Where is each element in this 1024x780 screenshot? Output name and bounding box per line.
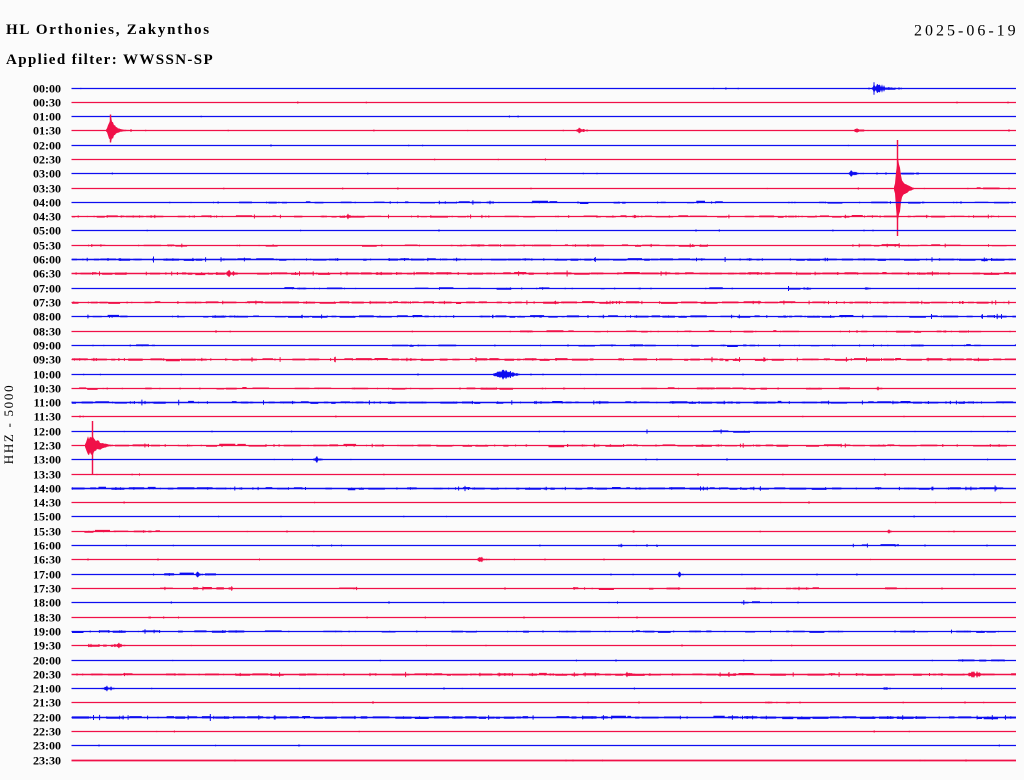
svg-text:04:00: 04:00: [33, 195, 61, 209]
svg-text:23:00: 23:00: [33, 738, 61, 752]
svg-text:09:30: 09:30: [33, 352, 61, 366]
svg-text:02:00: 02:00: [33, 138, 61, 152]
svg-text:04:30: 04:30: [33, 209, 61, 223]
svg-text:08:30: 08:30: [33, 324, 61, 338]
svg-text:03:30: 03:30: [33, 181, 61, 195]
svg-text:16:30: 16:30: [33, 552, 61, 566]
svg-text:11:30: 11:30: [34, 409, 61, 423]
svg-text:2025-06-19: 2025-06-19: [914, 23, 1019, 40]
svg-text:13:30: 13:30: [33, 467, 61, 481]
svg-text:00:30: 00:30: [33, 95, 61, 109]
svg-text:16:00: 16:00: [33, 538, 61, 552]
svg-text:10:00: 10:00: [33, 367, 61, 381]
svg-text:22:00: 22:00: [33, 710, 61, 724]
svg-text:10:30: 10:30: [33, 381, 61, 395]
svg-text:18:30: 18:30: [33, 610, 61, 624]
svg-text:14:30: 14:30: [33, 495, 61, 509]
svg-text:23:30: 23:30: [33, 753, 61, 767]
svg-text:05:30: 05:30: [33, 238, 61, 252]
svg-text:13:00: 13:00: [33, 452, 61, 466]
svg-text:HL Orthonies, Zakynthos: HL Orthonies, Zakynthos: [6, 22, 211, 38]
svg-text:22:30: 22:30: [33, 724, 61, 738]
svg-text:20:30: 20:30: [33, 667, 61, 681]
svg-text:17:00: 17:00: [33, 567, 61, 581]
svg-text:01:00: 01:00: [33, 109, 61, 123]
svg-text:09:00: 09:00: [33, 338, 61, 352]
svg-text:03:00: 03:00: [33, 166, 61, 180]
svg-text:19:30: 19:30: [33, 638, 61, 652]
svg-text:06:00: 06:00: [33, 252, 61, 266]
svg-text:05:00: 05:00: [33, 223, 61, 237]
svg-text:18:00: 18:00: [33, 595, 61, 609]
svg-text:21:00: 21:00: [33, 681, 61, 695]
svg-text:02:30: 02:30: [33, 152, 61, 166]
svg-text:01:30: 01:30: [33, 123, 61, 137]
svg-text:11:00: 11:00: [34, 395, 61, 409]
svg-text:17:30: 17:30: [33, 581, 61, 595]
svg-text:Applied filter: WWSSN-SP: Applied filter: WWSSN-SP: [6, 52, 214, 68]
svg-text:15:30: 15:30: [33, 524, 61, 538]
svg-text:07:30: 07:30: [33, 295, 61, 309]
svg-text:12:30: 12:30: [33, 438, 61, 452]
svg-text:20:00: 20:00: [33, 653, 61, 667]
svg-text:21:30: 21:30: [33, 695, 61, 709]
svg-text:19:00: 19:00: [33, 624, 61, 638]
svg-text:12:00: 12:00: [33, 424, 61, 438]
svg-text:08:00: 08:00: [33, 309, 61, 323]
svg-text:14:00: 14:00: [33, 481, 61, 495]
svg-text:07:00: 07:00: [33, 281, 61, 295]
svg-text:HHZ - 5000: HHZ - 5000: [1, 384, 16, 465]
svg-text:15:00: 15:00: [33, 509, 61, 523]
svg-text:00:00: 00:00: [33, 81, 61, 95]
svg-text:06:30: 06:30: [33, 266, 61, 280]
